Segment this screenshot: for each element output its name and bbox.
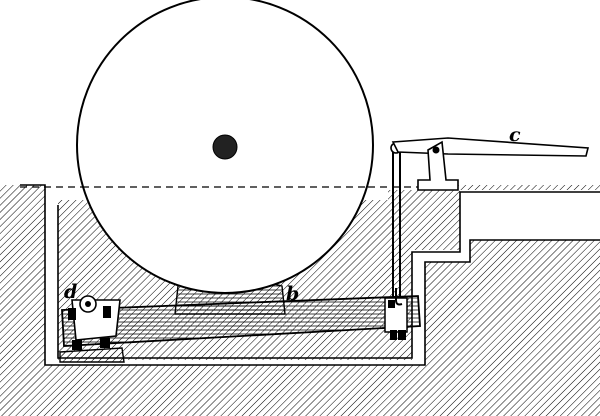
lever-fulcrum-stand — [417, 140, 459, 191]
axle — [212, 134, 238, 160]
label-b: b — [286, 283, 299, 305]
pit-outline — [20, 184, 600, 366]
beam-end-clamp — [384, 297, 408, 340]
pivot-bearing — [59, 295, 125, 363]
fulcrum-pin — [432, 146, 440, 154]
label-d: d — [64, 281, 77, 303]
rod-lower-hook — [395, 288, 403, 306]
treadle-beam — [61, 295, 421, 347]
hand-lever — [391, 137, 590, 157]
label-c: c — [509, 124, 521, 146]
